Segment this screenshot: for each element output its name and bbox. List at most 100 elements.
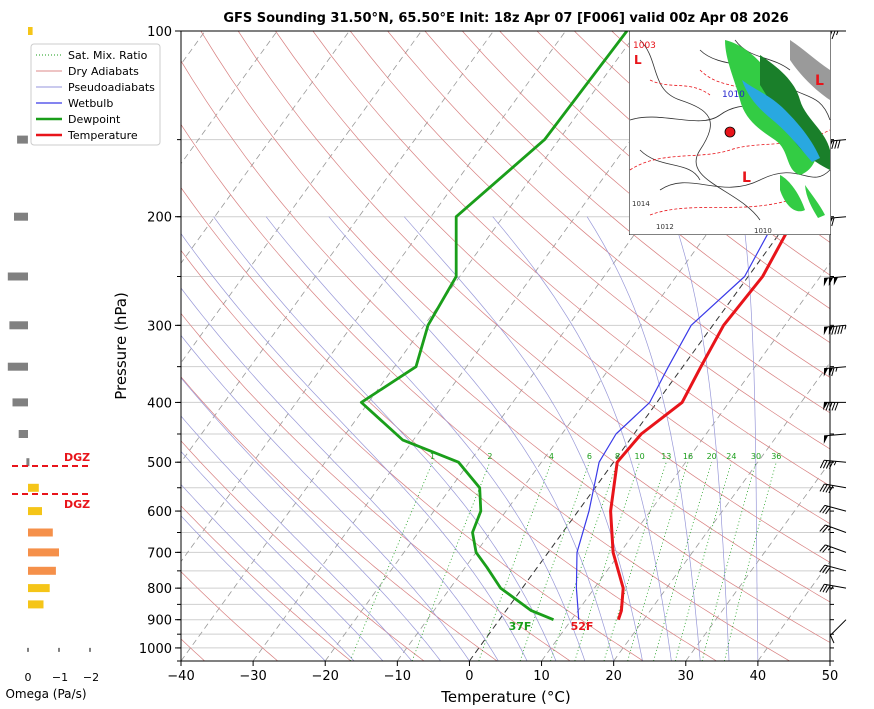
- legend-entry-wetbulb: Wetbulb: [68, 97, 113, 110]
- wind-barb-staff: [824, 459, 847, 463]
- wind-barb: [819, 459, 847, 469]
- dry-adiabat-line: [237, 31, 830, 563]
- omega-bar: [28, 528, 53, 537]
- legend-entry-dry-adiabats: Dry Adiabats: [68, 65, 139, 78]
- wind-barb-flag: [831, 30, 836, 40]
- y-tick-label: 800: [147, 582, 172, 597]
- map-low-label-2: L: [815, 73, 824, 89]
- dry-adiabat-line: [181, 60, 830, 643]
- pseudoadiabat-line: [586, 216, 701, 661]
- y-tick-label: 600: [147, 505, 172, 520]
- omega-bar: [28, 483, 39, 492]
- y-tick-label: 500: [147, 456, 172, 471]
- wind-barb-flag: [819, 483, 825, 492]
- dry-adiabat-line: [275, 31, 830, 525]
- wind-barb-half-flag: [827, 526, 832, 531]
- map-low-label-1: L: [634, 53, 642, 67]
- omega-bar: [28, 584, 50, 593]
- dgz-markers: DGZ DGZ: [12, 451, 90, 511]
- mixing-ratio-label: 4: [549, 452, 554, 461]
- chart-title: GFS Sounding 31.50°N, 65.50°E Init: 18z …: [223, 11, 788, 26]
- wind-barb-pennant: [823, 368, 829, 377]
- pseudoadiabat-line: [181, 287, 499, 661]
- wind-barb-flag: [822, 484, 828, 493]
- mixing-ratio-line: [574, 462, 640, 661]
- map-isobar-label-2: 1014: [632, 200, 650, 208]
- omega-bar: [9, 321, 28, 330]
- y-tick-label: 900: [147, 614, 172, 629]
- isotherm-line: [252, 31, 711, 661]
- map-low-label-3: L: [742, 170, 751, 186]
- wind-barb: [823, 276, 847, 287]
- series-dewpoint-line: [359, 31, 629, 621]
- surface-dewpoint-label: 37F: [509, 620, 532, 633]
- dry-adiabat-line: [462, 31, 830, 344]
- mixing-ratio-line: [724, 462, 777, 661]
- wind-barb-flag: [829, 635, 835, 644]
- isotherm-line: [181, 31, 494, 463]
- isotherm-line: [396, 63, 830, 661]
- mixing-ratio-label: 8: [615, 452, 620, 461]
- wind-barb-half-flag: [836, 30, 839, 36]
- y-tick-label: 400: [147, 396, 172, 411]
- isotherm-line: [181, 31, 422, 364]
- wind-barb-pennant: [828, 326, 834, 335]
- wind-barb-pennant: [823, 435, 829, 444]
- pseudoadiabat-line: [181, 450, 384, 661]
- x-axis-label: Temperature (°C): [440, 688, 570, 706]
- legend-entry-pseudoadiabats: Pseudoadiabats: [68, 81, 155, 94]
- y-tick-label: 200: [147, 211, 172, 226]
- omega-tick-2: −2: [83, 671, 99, 684]
- x-tick-label: −10: [384, 669, 411, 684]
- wind-barb-flag: [825, 484, 831, 493]
- x-tick-label: 30: [678, 669, 695, 684]
- omega-bar: [18, 430, 28, 438]
- omega-tick-0: 0: [25, 671, 32, 684]
- legend: Sat. Mix. Ratio Dry Adiabats Pseudoadiab…: [30, 43, 161, 146]
- pseudoadiabat-line: [181, 334, 470, 661]
- isotherm-line: [757, 560, 830, 661]
- omega-bar: [17, 135, 28, 144]
- wind-barb-flag: [819, 584, 825, 592]
- wind-barb: [829, 619, 847, 644]
- omega-bar: [12, 398, 28, 407]
- omega-bar: [28, 566, 56, 575]
- mixing-ratio-line: [674, 462, 732, 661]
- wind-barb-half-flag: [835, 367, 838, 372]
- dry-adiabat-line: [387, 31, 830, 414]
- dgz-label-bottom: DGZ: [64, 498, 90, 511]
- wind-barb-half-flag: [830, 585, 834, 590]
- map-isobar-label-5: 1003: [633, 41, 656, 51]
- wind-barb-flag: [825, 585, 831, 593]
- x-tick-label: −20: [312, 669, 339, 684]
- wind-barb-pennant: [828, 277, 834, 287]
- isotherm-line: [541, 262, 830, 661]
- wind-barb-flag: [828, 485, 834, 494]
- x-tick-label: 40: [750, 669, 767, 684]
- wind-barb-flag: [837, 325, 841, 335]
- dry-adiabat-line: [499, 31, 830, 310]
- pseudoadiabat-line: [181, 483, 355, 661]
- wind-barb-flag: [822, 525, 829, 533]
- pseudoadiabat-line: [181, 377, 441, 661]
- pseudoadiabat-line: [742, 216, 759, 661]
- legend-entry-sat-mix: Sat. Mix. Ratio: [68, 49, 148, 62]
- wind-barb-flag: [828, 402, 833, 411]
- wind-barb: [819, 524, 847, 533]
- wind-barb-flag: [837, 139, 841, 149]
- wind-barb-flag: [822, 565, 829, 574]
- omega-axis-label: Omega (Pa/s): [5, 687, 86, 701]
- y-tick-label: 1000: [139, 642, 172, 657]
- omega-bar: [7, 272, 29, 281]
- wind-barb-staff: [824, 583, 847, 589]
- wind-barb-flag: [831, 140, 835, 150]
- isotherm-line: [181, 31, 639, 661]
- wind-barb: [823, 324, 847, 336]
- dry-adiabat-line: [181, 571, 278, 661]
- x-tick-label: −40: [167, 669, 194, 684]
- isotherm-line: [468, 162, 830, 661]
- wind-barb-half-flag: [844, 325, 847, 330]
- wind-barb-pennant: [823, 402, 828, 411]
- mixing-ratio-line: [349, 462, 433, 661]
